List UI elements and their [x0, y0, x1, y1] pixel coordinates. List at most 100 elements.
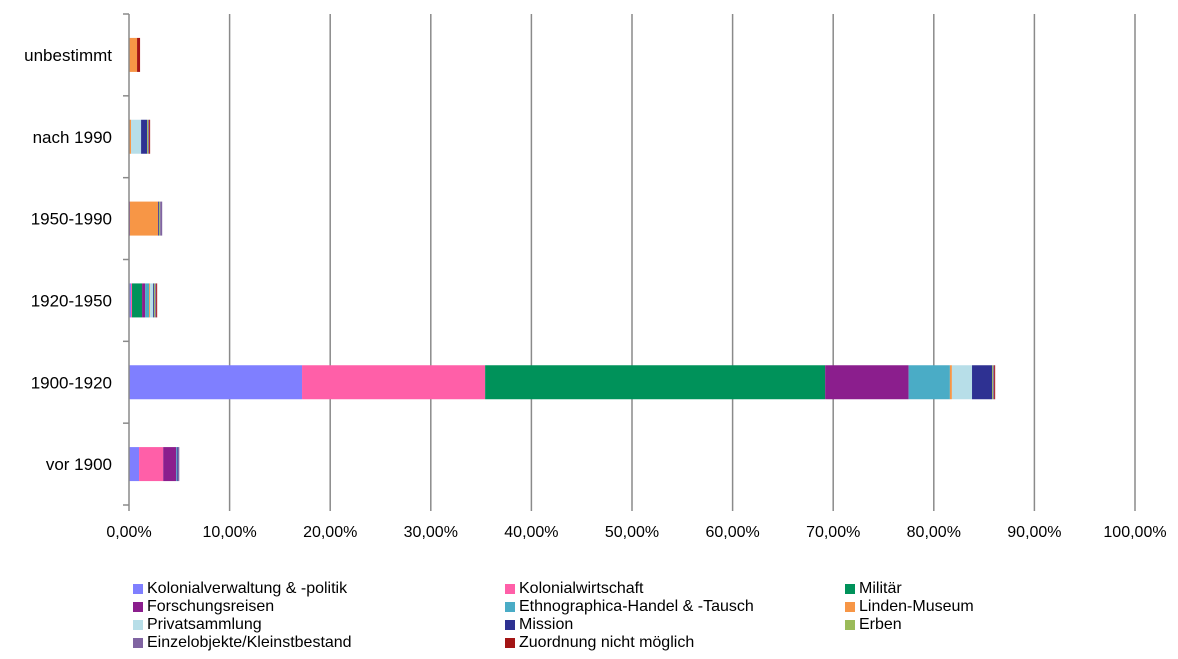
bar-segment — [994, 365, 996, 400]
bar-segment — [993, 365, 995, 400]
x-tick-label: 80,00% — [907, 524, 961, 541]
bar-segment — [825, 365, 909, 400]
legend-label: Einzelobjekte/Kleinstbestand — [147, 634, 352, 651]
legend-label: Kolonialverwaltung & -politik — [147, 580, 348, 597]
legend-swatch — [845, 602, 855, 612]
legend-row: Kolonialverwaltung & -politik Kolonialwir… — [133, 580, 1133, 598]
legend-swatch — [133, 638, 143, 648]
bar-segment — [485, 365, 826, 400]
bar-segment — [160, 201, 163, 236]
legend-row: Privatsammlung Mission Erben — [133, 616, 1133, 634]
legend-item: Kolonialwirtschaft — [505, 580, 845, 598]
bar-segment — [129, 447, 140, 482]
legend-swatch — [133, 602, 143, 612]
bar-segment — [131, 119, 142, 154]
bar-segment — [147, 119, 149, 154]
bar-segment — [155, 283, 157, 318]
legend-item: Privatsammlung — [133, 616, 505, 634]
bar-segment — [145, 283, 150, 318]
legend: Kolonialverwaltung & -politik Kolonialwir… — [133, 580, 1133, 652]
bar-segment — [130, 201, 159, 236]
bar-segment — [972, 365, 993, 400]
bar-segment — [176, 447, 178, 482]
x-tick-label: 100,00% — [1103, 524, 1166, 541]
bars — [129, 37, 996, 482]
x-tick-label: 20,00% — [303, 524, 357, 541]
legend-item: Forschungsreisen — [133, 598, 505, 616]
bar-segment — [159, 201, 161, 236]
legend-label: Militär — [859, 580, 902, 597]
bar-segment — [908, 365, 950, 400]
legend-label: Forschungsreisen — [147, 598, 275, 615]
x-tick-label: 40,00% — [504, 524, 558, 541]
legend-row: Einzelobjekte/Kleinstbestand Zuordnung ni… — [133, 634, 1133, 652]
bar-segment — [992, 365, 994, 400]
legend-swatch — [505, 638, 515, 648]
bar-segment — [302, 365, 486, 400]
bar-segment — [129, 365, 303, 400]
legend-swatch — [505, 620, 515, 630]
x-tick-label: 30,00% — [404, 524, 458, 541]
legend-swatch — [845, 620, 855, 630]
legend-label: Zuordnung nicht möglich — [519, 634, 695, 651]
bar-segment — [131, 283, 133, 318]
bar-segment — [129, 119, 132, 154]
category-label: 1900-1920 — [31, 373, 112, 392]
bar-segment — [156, 283, 158, 318]
legend-swatch — [133, 584, 143, 594]
category-label: nach 1990 — [33, 128, 112, 147]
legend-swatch — [133, 620, 143, 630]
category-label: vor 1900 — [46, 455, 112, 474]
x-tick-label: 50,00% — [605, 524, 659, 541]
category-label: 1920-1950 — [31, 291, 112, 310]
legend-item: Zuordnung nicht möglich — [505, 634, 845, 652]
category-labels: unbestimmt nach 1990 1950-1990 1920-1950 190… — [24, 46, 112, 474]
bar-segment — [149, 283, 151, 318]
legend-label: Privatsammlung — [147, 616, 262, 633]
x-tick-labels: 0,00% 10,00% 20,00% 30,00% 40,00% 50,00% 60,00… — [106, 524, 1166, 541]
bar-segment — [129, 283, 132, 318]
bar-segment — [137, 37, 141, 72]
x-tick-label: 10,00% — [202, 524, 256, 541]
bar-segment — [141, 119, 148, 154]
bar-segment — [154, 283, 156, 318]
legend-item: Linden-Museum — [845, 598, 1133, 616]
bar-segment — [132, 283, 143, 318]
x-tick-label: 60,00% — [705, 524, 759, 541]
bar-segment — [129, 37, 138, 72]
legend-label: Erben — [859, 616, 902, 633]
x-tick-label: 0,00% — [106, 524, 151, 541]
x-tick-label: 90,00% — [1007, 524, 1061, 541]
legend-label: Kolonialwirtschaft — [519, 580, 644, 597]
legend-item: Militär — [845, 580, 1133, 598]
legend-item: Kolonialverwaltung & -politik — [133, 580, 505, 598]
legend-item: Erben — [845, 616, 1133, 634]
bar-segment — [178, 447, 180, 482]
legend-swatch — [505, 584, 515, 594]
bar-segment — [149, 119, 151, 154]
bar-segment — [177, 447, 179, 482]
bar-segment — [163, 447, 177, 482]
gridlines — [228, 14, 1136, 505]
legend-item: Mission — [505, 616, 845, 634]
legend-label: Mission — [519, 616, 574, 633]
x-tick-label: 70,00% — [806, 524, 860, 541]
legend-swatch — [845, 584, 855, 594]
legend-row: Forschungsreisen Ethnographica-Handel & -… — [133, 598, 1133, 616]
legend-item: Ethnographica-Handel & -Tausch — [505, 598, 845, 616]
legend-label: Linden-Museum — [859, 598, 974, 615]
category-label: 1950-1990 — [31, 210, 112, 229]
legend-label: Ethnographica-Handel & -Tausch — [519, 598, 754, 615]
bar-segment — [150, 283, 154, 318]
category-label: unbestimmt — [24, 46, 112, 65]
legend-swatch — [505, 602, 515, 612]
bar-segment — [158, 201, 160, 236]
axes — [123, 13, 1136, 511]
bar-segment — [153, 283, 155, 318]
bar-segment — [951, 365, 973, 400]
bar-segment — [139, 447, 164, 482]
bar-segment — [142, 283, 146, 318]
bar-segment — [949, 365, 952, 400]
legend-item: Einzelobjekte/Kleinstbestand — [133, 634, 505, 652]
